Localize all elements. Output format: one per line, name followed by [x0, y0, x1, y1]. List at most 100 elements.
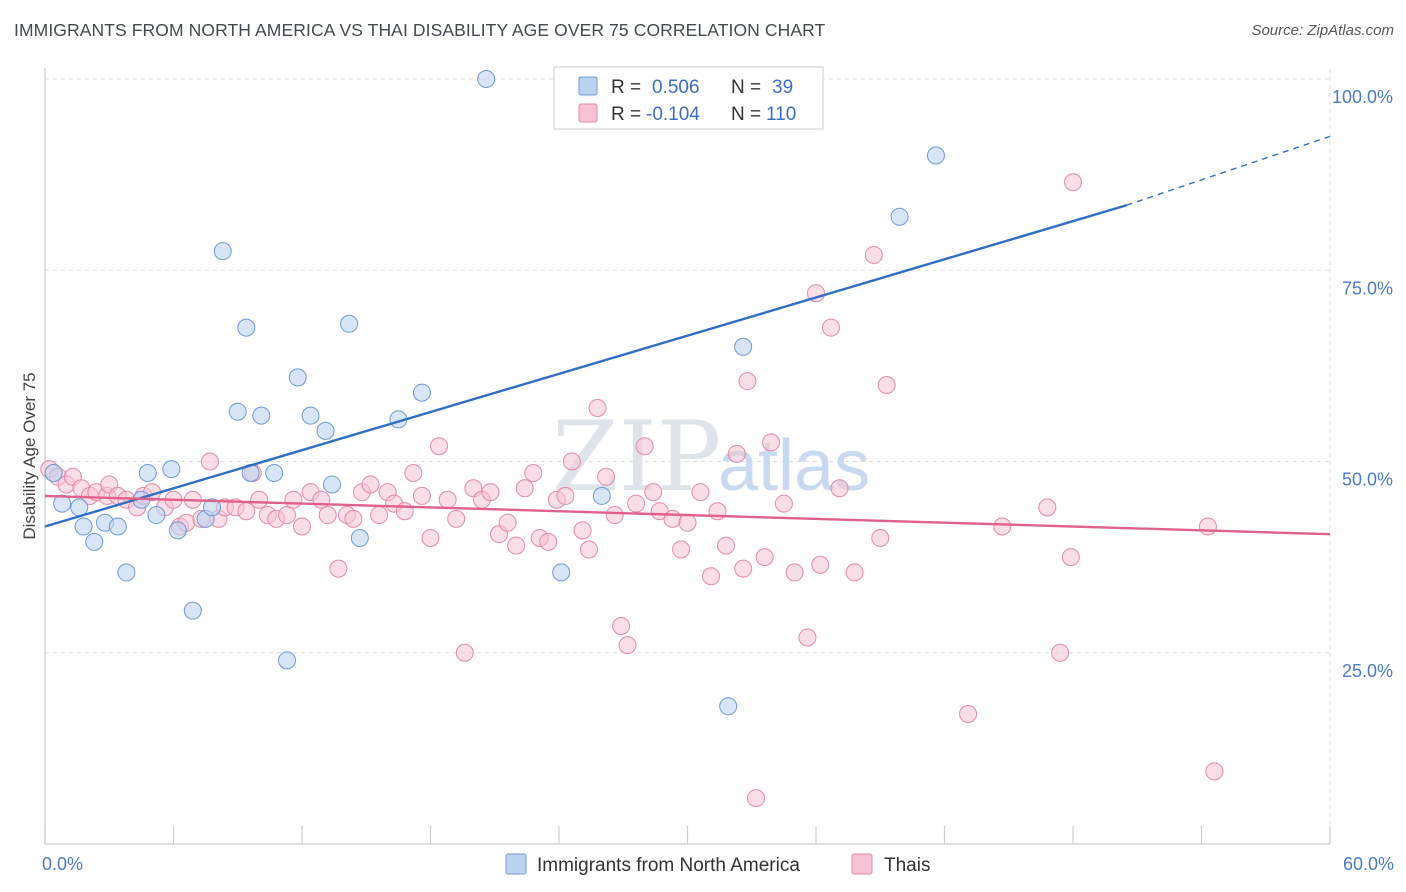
thais-point-98 [877, 376, 896, 394]
thais-point-81 [717, 536, 736, 555]
x-tick-min: 0.0% [42, 854, 83, 874]
thais-point-31 [293, 517, 311, 536]
immigrants-point-37 [926, 146, 945, 165]
thais-point-40 [370, 506, 389, 525]
immigrants-point-28 [350, 529, 369, 547]
y-tick-label-75: 75.0% [1342, 278, 1393, 298]
thais-point-20 [200, 452, 219, 471]
immigrants-point-27 [340, 314, 359, 333]
series-legend: Immigrants from North America Thais [505, 853, 930, 876]
thais-point-53 [481, 483, 500, 502]
immigrants-point-22 [278, 651, 297, 670]
thais-point-60 [539, 532, 558, 551]
thais-point-48 [438, 490, 457, 509]
immigrants-point-21 [265, 463, 284, 482]
thais-point-29 [278, 506, 297, 525]
thais-point-77 [678, 513, 697, 532]
immigrants-point-12 [168, 521, 187, 540]
thais-point-33 [312, 490, 331, 509]
thais-point-71 [627, 494, 646, 513]
thais-point-39 [361, 475, 380, 494]
thais-point-67 [597, 467, 616, 486]
immigrants-trend-extension [1126, 135, 1331, 206]
thais-point-94 [830, 479, 849, 498]
immigrants-point-13 [183, 601, 202, 620]
thais-point-68 [605, 506, 624, 525]
thais-point-90 [798, 628, 817, 647]
legend-blue-swatch [578, 76, 598, 96]
thais-point-63 [562, 452, 581, 471]
watermark-atlas: atlas [718, 426, 870, 506]
thais-point-103 [1061, 548, 1080, 567]
correlation-legend: R = 0.506 N = 39 R = -0.104 N = 110 [553, 66, 824, 130]
immigrants-point-11 [162, 460, 181, 479]
thais-trend-line [44, 494, 1331, 536]
bottom-legend-pink-swatch [851, 853, 873, 875]
y-axis-label: Disability Age Over 75 [20, 372, 39, 539]
immigrants-point-35 [734, 337, 753, 356]
legend-pink-r-label: R = [611, 104, 641, 125]
thais-point-101 [1038, 498, 1057, 517]
thais-point-106 [1205, 762, 1224, 781]
y-tick-label-50: 50.0% [1342, 470, 1393, 490]
immigrants-point-31 [477, 70, 496, 88]
y-tick-labels: 100.0% 75.0% 50.0% 25.0% [1332, 87, 1393, 681]
legend-blue-r-label: R = [611, 77, 641, 98]
source-credit: Source: ZipAtlas.com [1251, 22, 1394, 39]
legend-blue-n-label: N = [731, 77, 761, 98]
immigrants-point-17 [228, 402, 247, 421]
thais-point-57 [515, 479, 534, 498]
thais-point-78 [691, 483, 710, 502]
legend-pink-swatch [578, 103, 598, 123]
immigrants-point-6 [108, 517, 127, 536]
thais-point-95 [845, 563, 864, 582]
thais-point-55 [498, 513, 517, 532]
immigrants-point-32 [552, 563, 571, 582]
thais-point-93 [821, 318, 840, 337]
chart-title: IMMIGRANTS FROM NORTH AMERICA VS THAI DI… [14, 20, 826, 40]
immigrants-point-33 [592, 486, 611, 505]
thais-point-83 [734, 559, 753, 578]
legend-pink-n-label: N = [731, 104, 761, 125]
immigrants-point-16 [213, 242, 232, 261]
legend-pink-n-value: 110 [766, 104, 796, 125]
thais-point-97 [871, 529, 890, 547]
thais-point-45 [412, 486, 431, 505]
thais-point-69 [612, 616, 631, 635]
thais-point-82 [727, 444, 746, 463]
thais-point-104 [1064, 173, 1082, 192]
legend-blue-n-value: 39 [772, 77, 793, 98]
thais-point-84 [738, 372, 757, 391]
thais-point-37 [344, 509, 363, 528]
thais-point-64 [573, 521, 592, 540]
thais-point-47 [430, 437, 449, 456]
thais-point-70 [618, 636, 637, 655]
thais-point-65 [579, 540, 598, 559]
immigrants-point-30 [412, 383, 431, 402]
thais-point-76 [672, 540, 691, 559]
trend-lines [44, 135, 1331, 536]
axes [44, 68, 1331, 845]
thais-point-58 [524, 463, 543, 482]
immigrants-point-18 [237, 318, 256, 337]
legend-pink-r-value: -0.104 [646, 104, 700, 125]
thais-point-46 [421, 529, 440, 547]
immigrants-point-24 [301, 406, 320, 425]
immigrants-point-9 [138, 463, 157, 482]
thais-point-35 [329, 559, 348, 578]
immigrants-trend-line [44, 204, 1127, 528]
thais-point-86 [755, 548, 774, 567]
immigrants-point-26 [322, 475, 341, 494]
y-tick-label-100: 100.0% [1332, 87, 1393, 107]
bottom-legend-pink-label: Thais [884, 855, 930, 876]
thais-point-73 [644, 483, 663, 502]
thais-point-66 [588, 398, 607, 417]
thais-point-30 [284, 490, 303, 509]
thais-point-87 [762, 433, 781, 452]
immigrants-point-1 [53, 494, 72, 513]
thais-point-96 [864, 245, 883, 264]
immigrants-point-0 [44, 463, 63, 482]
thais-point-100 [993, 517, 1012, 536]
immigrants-point-34 [719, 697, 738, 716]
